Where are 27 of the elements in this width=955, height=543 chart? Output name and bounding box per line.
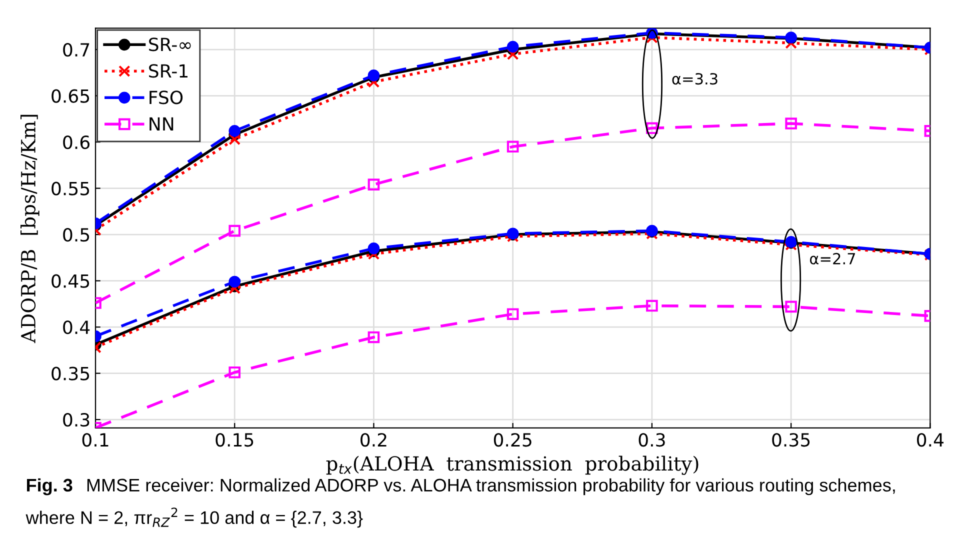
x-tick-label: 0.15	[216, 433, 254, 447]
x-tick-label: 0.35	[772, 433, 810, 447]
y-tick-label: 0.55	[52, 182, 90, 196]
legend-label: NN	[150, 117, 174, 130]
y-tick-label: 0.45	[52, 274, 90, 288]
legend-label: FSO	[150, 90, 183, 104]
y-axis-title: ADORP/B [bps/Hz/Km]	[20, 114, 40, 344]
legend-label: SR-1	[149, 64, 188, 78]
y-tick-label: 0.35	[52, 366, 90, 380]
x-tick-label: 0.1	[82, 433, 108, 447]
annotation: α=2.7	[810, 252, 856, 264]
y-tick-label: 0.65	[52, 89, 90, 103]
text: MMSE receiver: Normalized ADORP vs. ALOHA transmission probability for various routing schemes,	[87, 478, 895, 496]
legend-label: SR-∞	[149, 38, 191, 52]
y-tick-label: 0.6	[63, 135, 90, 150]
caption: Fig. 3	[26, 478, 72, 496]
y-tick-label: 0.5	[63, 228, 90, 242]
annotation: α=3.3	[672, 73, 718, 85]
x-tick-label: 0.2	[360, 433, 386, 447]
x-tick-label: 0.4	[917, 433, 944, 447]
y-tick-label: 0.4	[63, 320, 90, 334]
x-axis-title: p$_{tx}$(ALOHA transmission probability)	[326, 456, 698, 475]
x-tick-label: 0.25	[494, 433, 532, 447]
text: where N = 2, πr$_{RZ}$$^{2}$ = 10 and α = {2.7, 3.3}	[26, 508, 363, 528]
y-tick-label: 0.7	[63, 42, 90, 57]
x-tick-label: 0.3	[638, 433, 665, 447]
y-tick-label: 0.3	[63, 413, 90, 427]
